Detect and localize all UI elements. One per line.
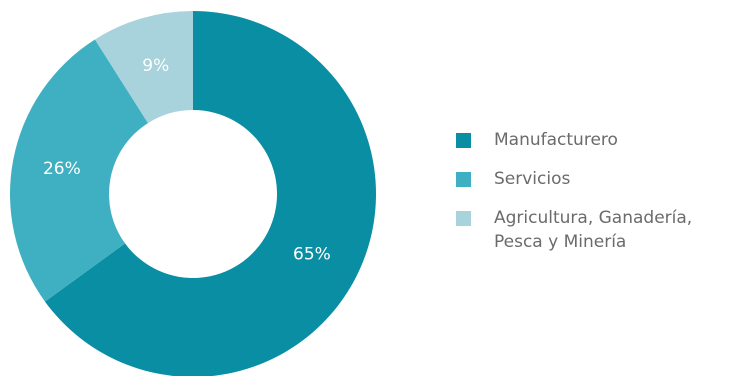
legend-item-manufacturero: Manufacturero	[456, 128, 726, 152]
slice-1	[44, 11, 376, 376]
slice-labels: 65% 26% 9%	[43, 56, 331, 265]
legend-swatch-agricultura	[456, 211, 471, 226]
legend: Manufacturero Servicios Agricultura, Gan…	[456, 128, 726, 269]
legend-label-agricultura: Agricultura, Ganadería, Pesca y Minería	[494, 208, 693, 252]
legend-label-servicios: Servicios	[494, 169, 571, 189]
legend-item-servicios: Servicios	[456, 167, 726, 191]
slice-label-2: 26%	[43, 159, 81, 179]
slice-3	[94, 10, 193, 124]
slices	[10, 10, 376, 376]
legend-swatch-manufacturero	[456, 133, 471, 148]
legend-label-manufacturero: Manufacturero	[494, 130, 618, 150]
legend-swatch-servicios	[456, 172, 471, 187]
legend-item-agricultura: Agricultura, Ganadería, Pesca y Minería	[456, 206, 726, 254]
slice-label-3: 9%	[142, 56, 169, 76]
slice-label-1: 65%	[293, 245, 331, 265]
slice-2	[10, 39, 148, 302]
